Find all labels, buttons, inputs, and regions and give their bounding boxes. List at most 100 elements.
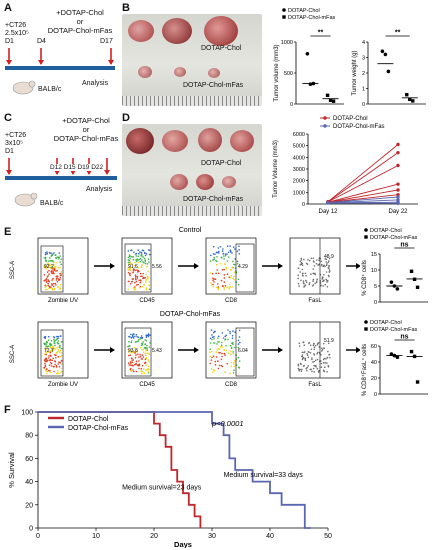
event-dot bbox=[135, 360, 138, 363]
event-dot bbox=[233, 278, 235, 281]
event-dot bbox=[59, 283, 62, 286]
event-dot bbox=[43, 343, 46, 346]
event-dot bbox=[143, 372, 146, 375]
panel-a-cells: 2.5x10⁵ bbox=[5, 30, 29, 37]
event-dot bbox=[53, 287, 56, 290]
event-dot bbox=[321, 265, 323, 267]
tumor bbox=[196, 174, 214, 190]
event-dot bbox=[209, 355, 211, 358]
data-point bbox=[395, 355, 400, 359]
event-dot bbox=[59, 361, 62, 364]
gating-arrowhead bbox=[278, 347, 283, 353]
legend-marker bbox=[323, 124, 327, 128]
event-dot bbox=[132, 271, 134, 274]
event-dot bbox=[56, 351, 58, 354]
event-dot bbox=[145, 364, 147, 366]
event-dot bbox=[317, 351, 319, 354]
event-dot bbox=[44, 252, 47, 254]
event-dot bbox=[322, 370, 325, 372]
event-dot bbox=[216, 343, 218, 345]
event-dot bbox=[217, 367, 220, 370]
y-tick-label: 4 bbox=[362, 40, 365, 46]
event-dot bbox=[226, 245, 229, 247]
x-tick-label: 30 bbox=[208, 533, 216, 540]
event-dot bbox=[232, 351, 234, 353]
y-tick-label: 10 bbox=[371, 268, 377, 274]
event-dot bbox=[209, 260, 212, 262]
event-dot bbox=[149, 253, 151, 256]
event-dot bbox=[59, 272, 61, 275]
event-dot bbox=[313, 371, 316, 373]
event-dot bbox=[232, 353, 235, 355]
event-dot bbox=[53, 252, 55, 254]
event-dot bbox=[45, 268, 47, 270]
event-dot bbox=[145, 288, 147, 291]
y-axis-label: Tumor volume (mm3) bbox=[274, 44, 280, 101]
legend-marker bbox=[282, 15, 286, 19]
event-dot bbox=[324, 265, 326, 268]
event-dot bbox=[55, 279, 58, 281]
event-dot bbox=[57, 256, 59, 258]
event-dot bbox=[47, 282, 49, 285]
event-dot bbox=[220, 345, 222, 348]
panel-a-d17: D17 bbox=[100, 38, 113, 45]
event-dot bbox=[144, 339, 146, 341]
event-dot bbox=[128, 364, 131, 366]
event-dot bbox=[238, 336, 241, 338]
event-dot bbox=[212, 253, 215, 255]
event-dot bbox=[328, 271, 331, 273]
event-dot bbox=[127, 250, 130, 252]
event-dot bbox=[60, 367, 63, 370]
event-dot bbox=[214, 363, 217, 366]
event-dot bbox=[312, 344, 315, 347]
event-dot bbox=[305, 275, 307, 277]
event-dot bbox=[217, 337, 219, 339]
event-dot bbox=[50, 252, 52, 254]
event-dot bbox=[143, 262, 145, 264]
event-dot bbox=[323, 347, 325, 349]
event-dot bbox=[320, 354, 322, 356]
photo-b-label-top: DOTAP-Chol bbox=[201, 45, 242, 52]
event-dot bbox=[209, 351, 211, 353]
event-dot bbox=[43, 266, 46, 268]
event-dot bbox=[145, 354, 147, 357]
tumor bbox=[138, 66, 152, 78]
event-dot bbox=[130, 369, 132, 372]
event-dot bbox=[218, 250, 220, 253]
event-dot bbox=[127, 261, 130, 264]
event-dot bbox=[223, 349, 225, 351]
y-axis-label: Tumor weight (g) bbox=[352, 50, 358, 95]
tumor bbox=[198, 128, 222, 152]
event-dot bbox=[215, 272, 217, 275]
event-dot bbox=[217, 272, 220, 275]
event-dot bbox=[132, 287, 135, 289]
event-dot bbox=[316, 259, 318, 261]
event-dot bbox=[55, 357, 57, 359]
event-dot bbox=[53, 370, 55, 373]
event-dot bbox=[59, 277, 62, 279]
event-dot bbox=[303, 285, 306, 287]
event-dot bbox=[307, 356, 310, 359]
event-dot bbox=[313, 346, 316, 348]
event-dot bbox=[148, 369, 150, 371]
event-dot bbox=[56, 275, 58, 278]
event-dot bbox=[321, 263, 323, 266]
event-dot bbox=[55, 277, 58, 280]
event-dot bbox=[217, 283, 219, 285]
event-dot bbox=[141, 286, 144, 288]
event-dot bbox=[148, 249, 151, 251]
event-dot bbox=[304, 272, 307, 275]
event-dot bbox=[44, 259, 47, 261]
event-dot bbox=[131, 351, 134, 354]
event-dot bbox=[144, 343, 146, 346]
event-dot bbox=[301, 355, 304, 358]
event-dot bbox=[313, 354, 316, 356]
legend-marker bbox=[364, 327, 368, 331]
arrowheads bbox=[6, 170, 110, 175]
event-dot bbox=[142, 284, 145, 286]
event-dot bbox=[130, 333, 132, 336]
event-dot bbox=[136, 336, 138, 338]
event-dot bbox=[45, 346, 47, 349]
event-dot bbox=[135, 255, 138, 257]
event-dot bbox=[224, 255, 227, 257]
